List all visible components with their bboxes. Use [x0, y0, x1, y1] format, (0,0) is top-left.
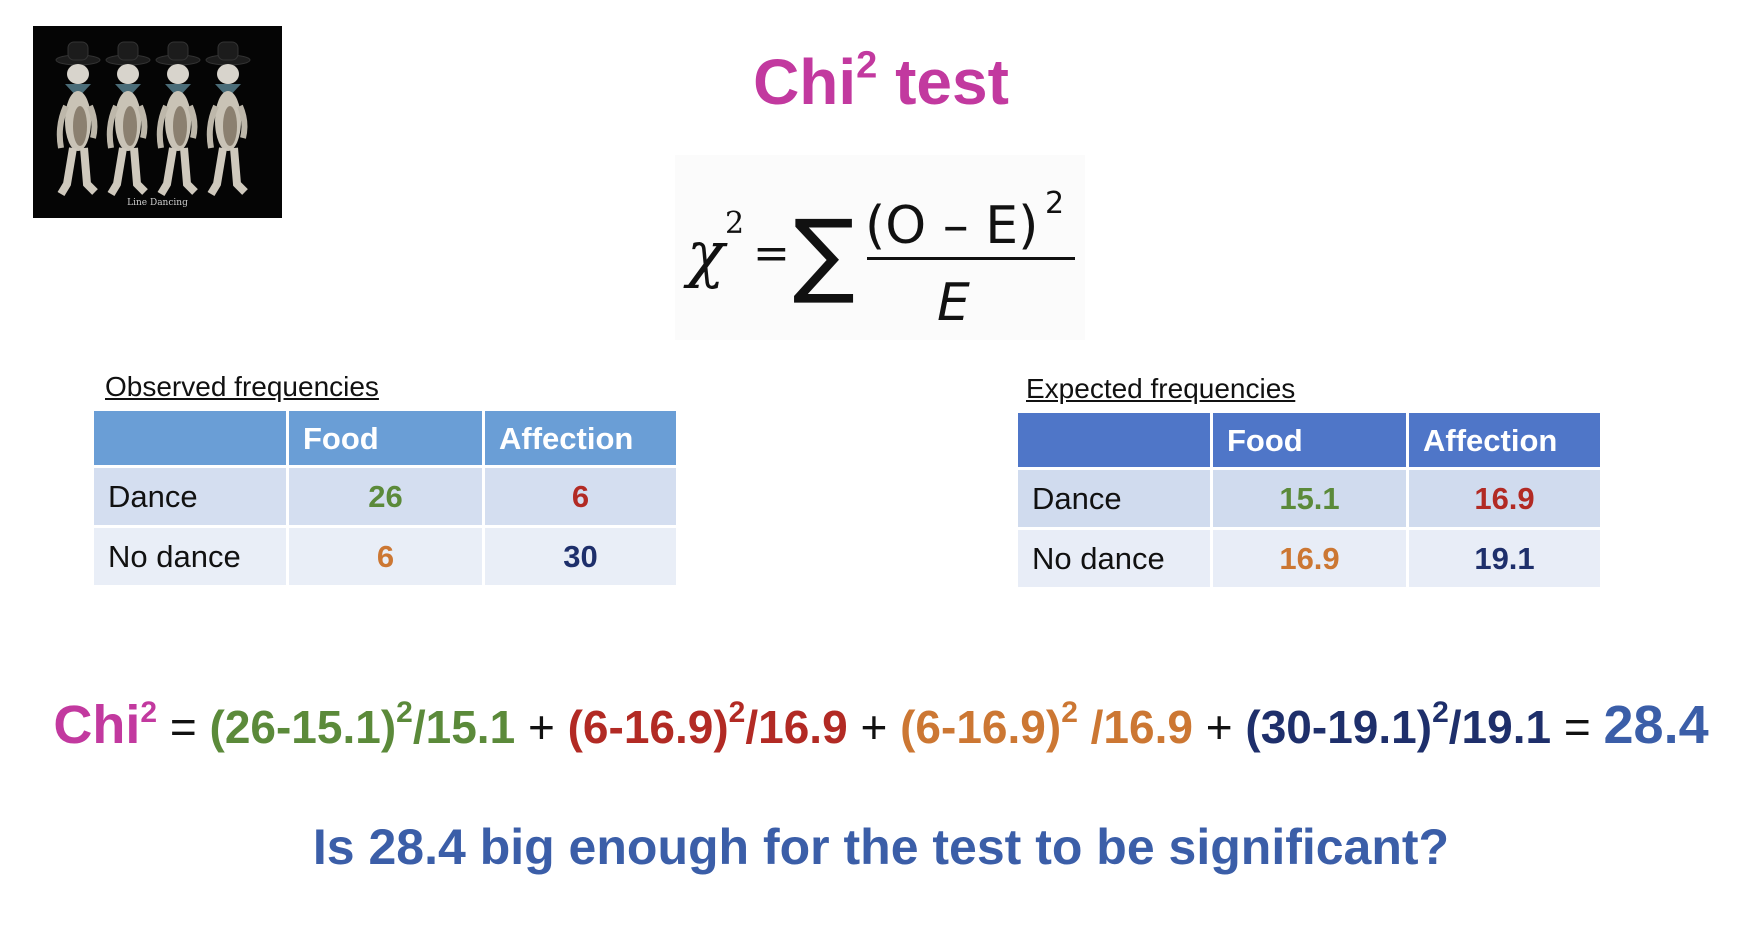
observed-cell: 6: [485, 468, 676, 528]
calc-term: (6-16.9)2/16.9: [567, 698, 848, 754]
expected-cell: 16.9: [1213, 530, 1409, 590]
calc-plus: +: [527, 701, 555, 753]
observed-header-food: Food: [289, 411, 485, 468]
expected-cell: 15.1: [1213, 470, 1409, 530]
calc-lhs: Chi2: [53, 695, 157, 755]
term-base: (30-19.1): [1245, 701, 1433, 753]
observed-cell: 26: [289, 468, 485, 528]
expected-row-label: No dance: [1018, 530, 1213, 590]
expected-row-label: Dance: [1018, 470, 1213, 530]
expected-header-food: Food: [1213, 413, 1409, 470]
term-divisor: /16.9: [745, 701, 848, 753]
photo-caption: Line Dancing: [127, 198, 188, 208]
svg-text:(O – E): (O – E): [865, 196, 1038, 256]
svg-text:∑: ∑: [793, 200, 855, 307]
table-row: Dance 26 6: [94, 468, 676, 528]
term-exp: 2: [396, 696, 413, 729]
term-exp: 2: [1432, 696, 1449, 729]
slide-title: Chi2 test: [0, 42, 1762, 122]
title-rest: test: [877, 46, 1009, 118]
observed-header-affection: Affection: [485, 411, 676, 468]
svg-text:E: E: [937, 273, 970, 333]
title-superscript: 2: [856, 44, 878, 87]
dancing-cats-image: [33, 26, 282, 218]
calc-plus: +: [860, 701, 888, 753]
line-dancing-photo: Line Dancing: [33, 26, 282, 218]
title-text: Chi: [753, 46, 857, 118]
chi-square-formula-image: χ 2 = ∑ (O – E) 2 E: [675, 155, 1085, 340]
svg-text:2: 2: [725, 206, 744, 241]
observed-frequencies-table: Food Affection Dance 26 6 No dance 6 30: [94, 411, 676, 588]
observed-cell: 6: [289, 528, 485, 588]
svg-text:2: 2: [1045, 186, 1064, 221]
calc-lhs-sup: 2: [140, 696, 158, 729]
calc-result: 28.4: [1603, 695, 1709, 755]
expected-cell: 19.1: [1409, 530, 1600, 590]
significance-question: Is 28.4 big enough for the test to be si…: [312, 819, 1450, 875]
term-divisor: /15.1: [412, 701, 516, 753]
observed-header-empty: [94, 411, 289, 468]
table-row: Dance 15.1 16.9: [1018, 470, 1600, 530]
calc-plus: +: [1205, 701, 1233, 753]
table-row: No dance 6 30: [94, 528, 676, 588]
term-exp: 2: [1061, 696, 1078, 729]
observed-row-label: No dance: [94, 528, 289, 588]
observed-row-label: Dance: [94, 468, 289, 528]
observed-cell: 30: [485, 528, 676, 588]
term-base: (6-16.9): [567, 701, 729, 753]
expected-header-affection: Affection: [1409, 413, 1600, 470]
term-base: (6-16.9): [900, 701, 1062, 753]
chi-square-formula: χ 2 = ∑ (O – E) 2 E: [675, 155, 1085, 340]
calc-term: (6-16.9)2 /16.9: [900, 698, 1193, 754]
expected-frequencies-label: Expected frequencies: [1026, 373, 1296, 404]
svg-text:χ: χ: [683, 217, 728, 290]
term-exp: 2: [728, 696, 746, 729]
term-divisor: /19.1: [1448, 701, 1552, 753]
calc-equals: =: [169, 701, 197, 753]
expected-header-empty: [1018, 413, 1213, 470]
calc-term: (26-15.1)2/15.1: [209, 698, 516, 754]
expected-frequencies-table: Food Affection Dance 15.1 16.9 No dance …: [1018, 413, 1600, 590]
term-divisor: /16.9: [1077, 701, 1193, 753]
calc-lhs-text: Chi: [53, 695, 141, 755]
observed-frequencies-label: Observed frequencies: [105, 371, 379, 402]
expected-cell: 16.9: [1409, 470, 1600, 530]
svg-text:=: =: [753, 228, 790, 279]
term-base: (26-15.1): [209, 701, 397, 753]
calc-equals: =: [1563, 701, 1591, 753]
chi-square-calculation: Chi2 = (26-15.1)2/15.1 + (6-16.9)2/16.9 …: [0, 690, 1762, 762]
calc-term: (30-19.1)2/19.1: [1245, 698, 1552, 754]
table-row: No dance 16.9 19.1: [1018, 530, 1600, 590]
